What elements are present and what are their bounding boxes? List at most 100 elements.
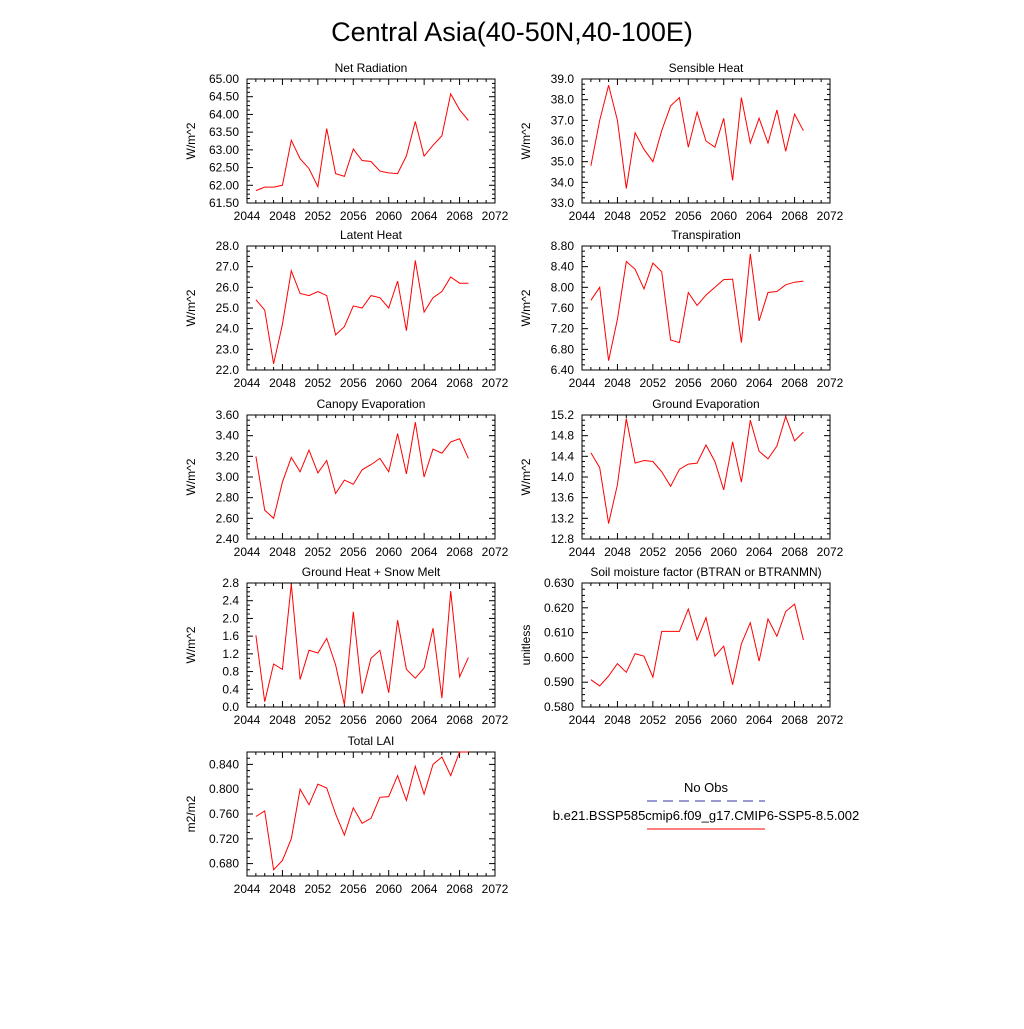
y-tick-label: 0.620 — [544, 601, 574, 615]
x-tick-label: 2060 — [375, 376, 402, 390]
y-tick-label: 0.840 — [209, 757, 239, 771]
y-tick-label: 1.2 — [222, 647, 239, 661]
y-tick-label: 65.00 — [209, 72, 239, 86]
chart-panel: Sensible Heat W/m^2 2044 2048 2052 2056 2060 20… — [519, 61, 844, 223]
x-tick-label: 2072 — [482, 376, 509, 390]
y-tick-label: 0.610 — [544, 626, 574, 640]
x-tick-label: 2072 — [482, 545, 509, 559]
y-tick-label: 63.00 — [209, 143, 239, 157]
figure-title: Central Asia(40-50N,40-100E) — [331, 17, 693, 47]
y-tick-label: 23.0 — [216, 342, 240, 356]
x-tick-label: 2044 — [234, 209, 261, 223]
y-tick-label: 0.680 — [209, 857, 239, 871]
y-tick-label: 0.0 — [222, 700, 239, 714]
x-tick-label: 2072 — [482, 882, 509, 896]
x-tick-label: 2064 — [411, 209, 438, 223]
x-tick-label: 2064 — [746, 713, 773, 727]
y-tick-label: 3.60 — [216, 408, 240, 422]
y-tick-label: 7.60 — [551, 301, 575, 315]
y-tick-label: 38.0 — [551, 93, 575, 107]
x-tick-label: 2056 — [340, 376, 367, 390]
x-tick-label: 2052 — [640, 209, 667, 223]
y-tick-label: 39.0 — [551, 72, 575, 86]
x-tick-label: 2064 — [746, 209, 773, 223]
x-tick-label: 2048 — [269, 713, 296, 727]
panel-title: Soil moisture factor (BTRAN or BTRANMN) — [590, 565, 821, 579]
x-tick-label: 2048 — [604, 376, 631, 390]
x-tick-label: 2072 — [817, 713, 844, 727]
y-axis-label: W/m^2 — [184, 289, 198, 326]
x-tick-label: 2068 — [781, 545, 808, 559]
y-tick-label: 62.50 — [209, 161, 239, 175]
y-tick-label: 14.0 — [551, 470, 575, 484]
x-tick-label: 2072 — [482, 713, 509, 727]
y-tick-label: 0.720 — [209, 832, 239, 846]
y-axis-label: W/m^2 — [184, 458, 198, 495]
legend-label: No Obs — [684, 780, 729, 795]
y-tick-label: 0.8 — [222, 665, 239, 679]
y-tick-label: 0.580 — [544, 700, 574, 714]
y-tick-label: 64.50 — [209, 90, 239, 104]
y-tick-label: 0.800 — [209, 782, 239, 796]
y-tick-label: 12.8 — [551, 532, 575, 546]
y-tick-label: 36.0 — [551, 134, 575, 148]
x-tick-label: 2056 — [675, 209, 702, 223]
y-tick-label: 8.80 — [551, 239, 575, 253]
y-tick-label: 0.760 — [209, 807, 239, 821]
x-tick-label: 2072 — [817, 209, 844, 223]
x-tick-label: 2068 — [446, 882, 473, 896]
panel-title: Ground Evaporation — [652, 397, 759, 411]
panel-title: Ground Heat + Snow Melt — [302, 565, 441, 579]
y-axis-label: m2/m2 — [184, 795, 198, 832]
panel-title: Total LAI — [348, 734, 395, 748]
x-tick-label: 2048 — [269, 545, 296, 559]
x-tick-label: 2060 — [710, 376, 737, 390]
y-tick-label: 61.50 — [209, 196, 239, 210]
series-line — [255, 584, 469, 705]
chart-panel: Ground Evaporation W/m^2 2044 2048 2052 2056 2… — [519, 397, 844, 559]
y-tick-label: 28.0 — [216, 239, 240, 253]
chart-panel: Latent Heat W/m^2 2044 2048 2052 2056 2060 2064… — [184, 228, 509, 390]
x-tick-label: 2056 — [675, 376, 702, 390]
y-tick-label: 33.0 — [551, 196, 575, 210]
chart-panel: Soil moisture factor (BTRAN or BTRANMN) u… — [519, 565, 844, 727]
x-tick-label: 2052 — [640, 376, 667, 390]
y-axis-label: W/m^2 — [519, 289, 533, 326]
x-tick-label: 2052 — [305, 713, 332, 727]
chart-panel: Total LAI m2/m2 2044 2048 2052 2056 2060 2064 20… — [184, 734, 509, 896]
x-tick-label: 2068 — [446, 376, 473, 390]
y-tick-label: 2.8 — [222, 576, 239, 590]
x-tick-label: 2064 — [411, 882, 438, 896]
chart-panels: Net Radiation W/m^2 2044 2048 2052 2056 2060 20… — [184, 61, 844, 896]
y-tick-label: 34.0 — [551, 175, 575, 189]
series-line — [590, 414, 804, 524]
x-tick-label: 2052 — [305, 882, 332, 896]
y-tick-label: 8.00 — [551, 280, 575, 294]
y-tick-label: 2.80 — [216, 491, 240, 505]
y-axis-label: W/m^2 — [519, 458, 533, 495]
x-tick-label: 2044 — [234, 713, 261, 727]
x-tick-label: 2068 — [781, 376, 808, 390]
y-tick-label: 25.0 — [216, 301, 240, 315]
x-tick-label: 2072 — [482, 209, 509, 223]
x-tick-label: 2060 — [375, 713, 402, 727]
x-tick-label: 2068 — [781, 209, 808, 223]
panel-title: Transpiration — [671, 228, 741, 242]
x-tick-label: 2044 — [569, 545, 596, 559]
y-tick-label: 2.40 — [216, 532, 240, 546]
series-line — [255, 92, 469, 192]
y-tick-label: 0.590 — [544, 675, 574, 689]
y-tick-label: 1.6 — [222, 629, 239, 643]
y-tick-label: 0.600 — [544, 650, 574, 664]
y-tick-label: 13.2 — [551, 511, 575, 525]
x-tick-label: 2060 — [710, 713, 737, 727]
y-tick-label: 22.0 — [216, 363, 240, 377]
series-line — [255, 751, 469, 871]
y-tick-label: 6.80 — [551, 342, 575, 356]
panel-title: Sensible Heat — [669, 61, 744, 75]
x-tick-label: 2056 — [340, 209, 367, 223]
y-tick-label: 62.00 — [209, 178, 239, 192]
chart-panel: Ground Heat + Snow Melt W/m^2 2044 2048 2052… — [184, 565, 509, 727]
chart-panel: Transpiration W/m^2 2044 2048 2052 2056 2060 20… — [519, 228, 844, 390]
y-tick-label: 63.50 — [209, 125, 239, 139]
